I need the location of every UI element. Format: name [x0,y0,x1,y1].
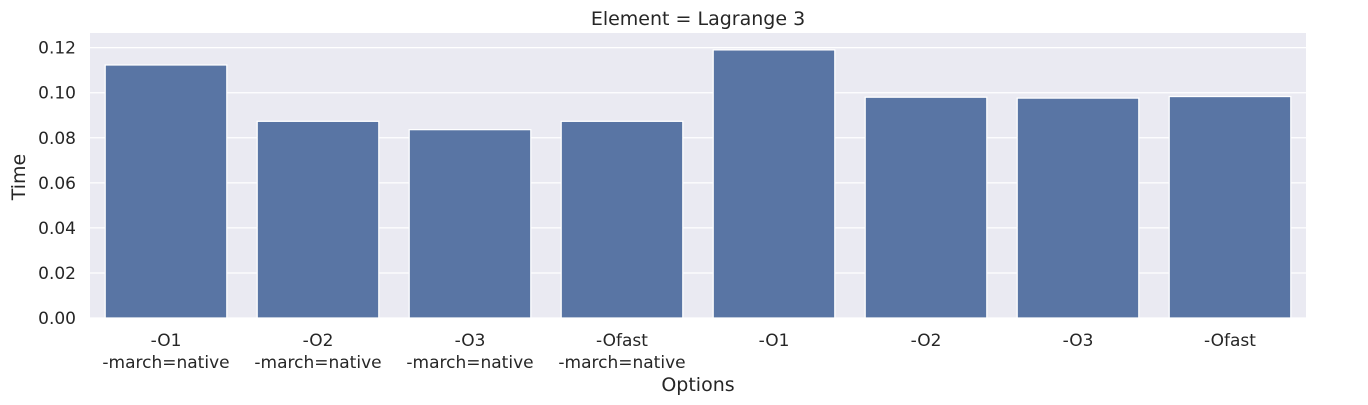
y-tick-label: 0.10 [38,84,76,104]
y-tick-label: 0.06 [38,174,76,194]
bar [408,129,532,319]
x-tick-labels: -O1-march=native-O2-march=native-O3-marc… [102,331,1256,373]
y-tick-label: 0.02 [38,264,76,284]
bar [560,120,684,319]
x-tick-label: -O1 [759,331,790,351]
bar [864,96,988,319]
x-tick-label: -march=native [406,353,533,373]
x-tick-label: -Ofast [1204,331,1256,351]
y-tick-label: 0.12 [38,39,76,59]
x-axis-label: Options [661,374,734,396]
x-tick-label: -O1 [151,331,182,351]
y-tick-label: 0.04 [38,219,76,239]
x-tick-label: -O2 [303,331,334,351]
chart-title: Element = Lagrange 3 [591,8,805,30]
y-tick-label: 0.00 [38,309,76,329]
y-tick-label: 0.08 [38,129,76,149]
x-tick-label: -O3 [455,331,486,351]
bar [104,64,228,319]
y-tick-labels: 0.00 0.02 0.04 0.06 0.08 0.10 0.12 [38,39,76,329]
bar [1168,95,1292,319]
x-tick-label: -march=native [102,353,229,373]
x-tick-label: -march=native [558,353,685,373]
bar [256,120,380,319]
x-tick-label: -O2 [911,331,942,351]
bar [1016,97,1140,319]
bars [104,49,1292,319]
y-axis-label: Time [8,154,30,202]
x-tick-label: -Ofast [596,331,648,351]
x-tick-label: -O3 [1063,331,1094,351]
bar [712,49,836,319]
x-tick-label: -march=native [254,353,381,373]
